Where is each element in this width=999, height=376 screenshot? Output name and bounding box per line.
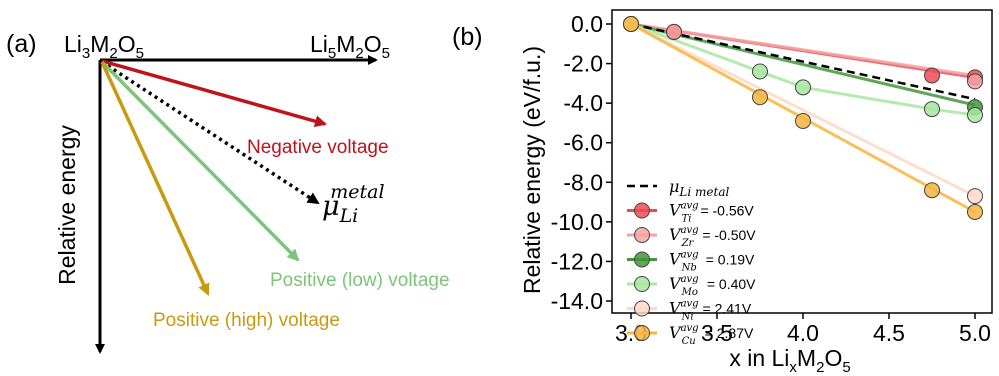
legend-label-li-metal: μLi metal [669,177,729,199]
legend-marker-zr [634,227,650,243]
legend-label-ti: Vavg Ti= -0.56V [669,201,754,225]
legend-marker-mo [634,276,650,292]
positive-low-voltage-arrow [100,60,300,262]
series-line-zr [630,22,976,77]
y-tick-label: -12.0 [551,248,603,274]
y-tick-label: 0.0 [571,11,603,37]
relative-energy-label: Relative energy [54,125,80,285]
panel-b-label: (b) [452,23,483,51]
plot-frame [611,9,993,314]
panel-b: (b) Relative energy (eV/f.u.) x in LixM2… [452,9,993,376]
legend-label-ni: Vavg Ni= 2.41V [669,299,752,323]
negative-voltage-arrow [101,59,327,128]
y-axis-title: Relative energy (eV/f.u.) [519,46,545,294]
data-point-zr [967,73,983,90]
data-point-zr [666,23,682,40]
end-label: Li5M2O5 [310,31,390,62]
legend-label-cu: Vavg Cu= 2.87V [669,323,754,347]
negative-voltage-label: Negative voltage [247,137,389,158]
data-point-cu [752,89,768,106]
legend-marker-ni [634,300,650,317]
data-point-ti [924,67,940,84]
data-point-cu [795,112,811,129]
legend-label-mo: Vavg Mo= 0.40V [669,274,756,298]
positive-high-voltage-arrow [100,61,210,296]
y-tick-label: -4.0 [563,90,603,116]
x-tick-label: 5.0 [959,320,991,346]
data-point-cu [924,182,940,199]
reference-line-li-metal [630,22,976,101]
data-point-ni [967,188,983,205]
data-point-mo [795,79,811,96]
data-point-mo [924,101,940,118]
y-tick-label: -2.0 [563,51,603,77]
y-tick-label: -10.0 [551,209,603,235]
legend-label-nb: Vavg Nb= 0.19V [669,250,755,274]
series-line-ni [630,22,976,198]
panel-a: (a) Li3M2O5 Li5M2O5 Relative energy Nega… [6,30,450,354]
li-metal-arrow [101,60,320,205]
data-point-cu [623,16,639,32]
x-tick-label: 4.5 [873,320,905,346]
legend-marker-ti [634,202,650,219]
data-point-mo [752,63,768,80]
legend-label-zr: Vavg Zr= -0.50V [669,225,756,249]
y-tick-label: -6.0 [563,130,603,156]
li-metal-label: μLimetal [322,181,385,227]
data-point-mo [967,107,983,124]
x-tick-label: 4.0 [787,320,819,346]
data-point-cu [967,203,983,220]
y-tick-label: -14.0 [551,288,603,314]
panel-a-label: (a) [6,30,37,58]
positive-high-voltage-label: Positive (high) voltage [153,310,340,331]
legend-marker-cu [634,325,650,341]
plot-area: 3.0 3.5 4.0 4.5 5.00.0-2.0-4.0-6.0-8.0-10.0-… [551,9,993,346]
x-tick-label: 3.5 [701,320,733,346]
y-tick-label: -8.0 [563,169,603,195]
origin-label: Li3M2O5 [64,31,144,62]
positive-low-voltage-label: Positive (low) voltage [270,270,450,291]
legend-marker-nb [634,251,650,268]
x-axis-title: x in LixM2O5 [729,345,850,376]
